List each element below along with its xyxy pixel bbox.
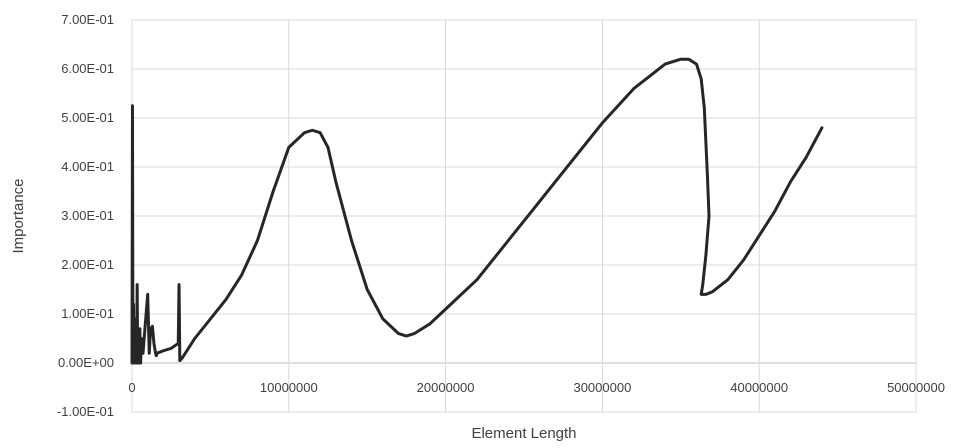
y-axis-title: Importance — [10, 178, 27, 253]
y-tick-label: 3.00E-01 — [61, 208, 114, 223]
x-tick-label: 50000000 — [887, 380, 945, 395]
tick-label-layer: -1.00E-01 0.00E+00 1.00E-01 2.00E-01 3.00E-0… — [57, 12, 945, 419]
x-tick-label: 30000000 — [573, 380, 631, 395]
x-tick-label: 0 — [128, 380, 135, 395]
y-tick-label: 7.00E-01 — [61, 12, 114, 27]
y-tick-label: 4.00E-01 — [61, 159, 114, 174]
x-axis-title: Element Length — [471, 425, 576, 442]
y-tick-label: 1.00E-01 — [61, 306, 114, 321]
x-tick-label: 20000000 — [417, 380, 475, 395]
y-tick-label: 0.00E+00 — [58, 355, 114, 370]
series-line-0 — [130, 57, 824, 365]
series-layer — [130, 57, 824, 365]
y-tick-label: 6.00E-01 — [61, 61, 114, 76]
x-tick-label: 10000000 — [260, 380, 318, 395]
y-tick-label: 2.00E-01 — [61, 257, 114, 272]
grid-layer — [131, 19, 917, 413]
y-tick-label: 5.00E-01 — [61, 110, 114, 125]
x-tick-label: 40000000 — [730, 380, 788, 395]
y-tick-label: -1.00E-01 — [57, 404, 114, 419]
